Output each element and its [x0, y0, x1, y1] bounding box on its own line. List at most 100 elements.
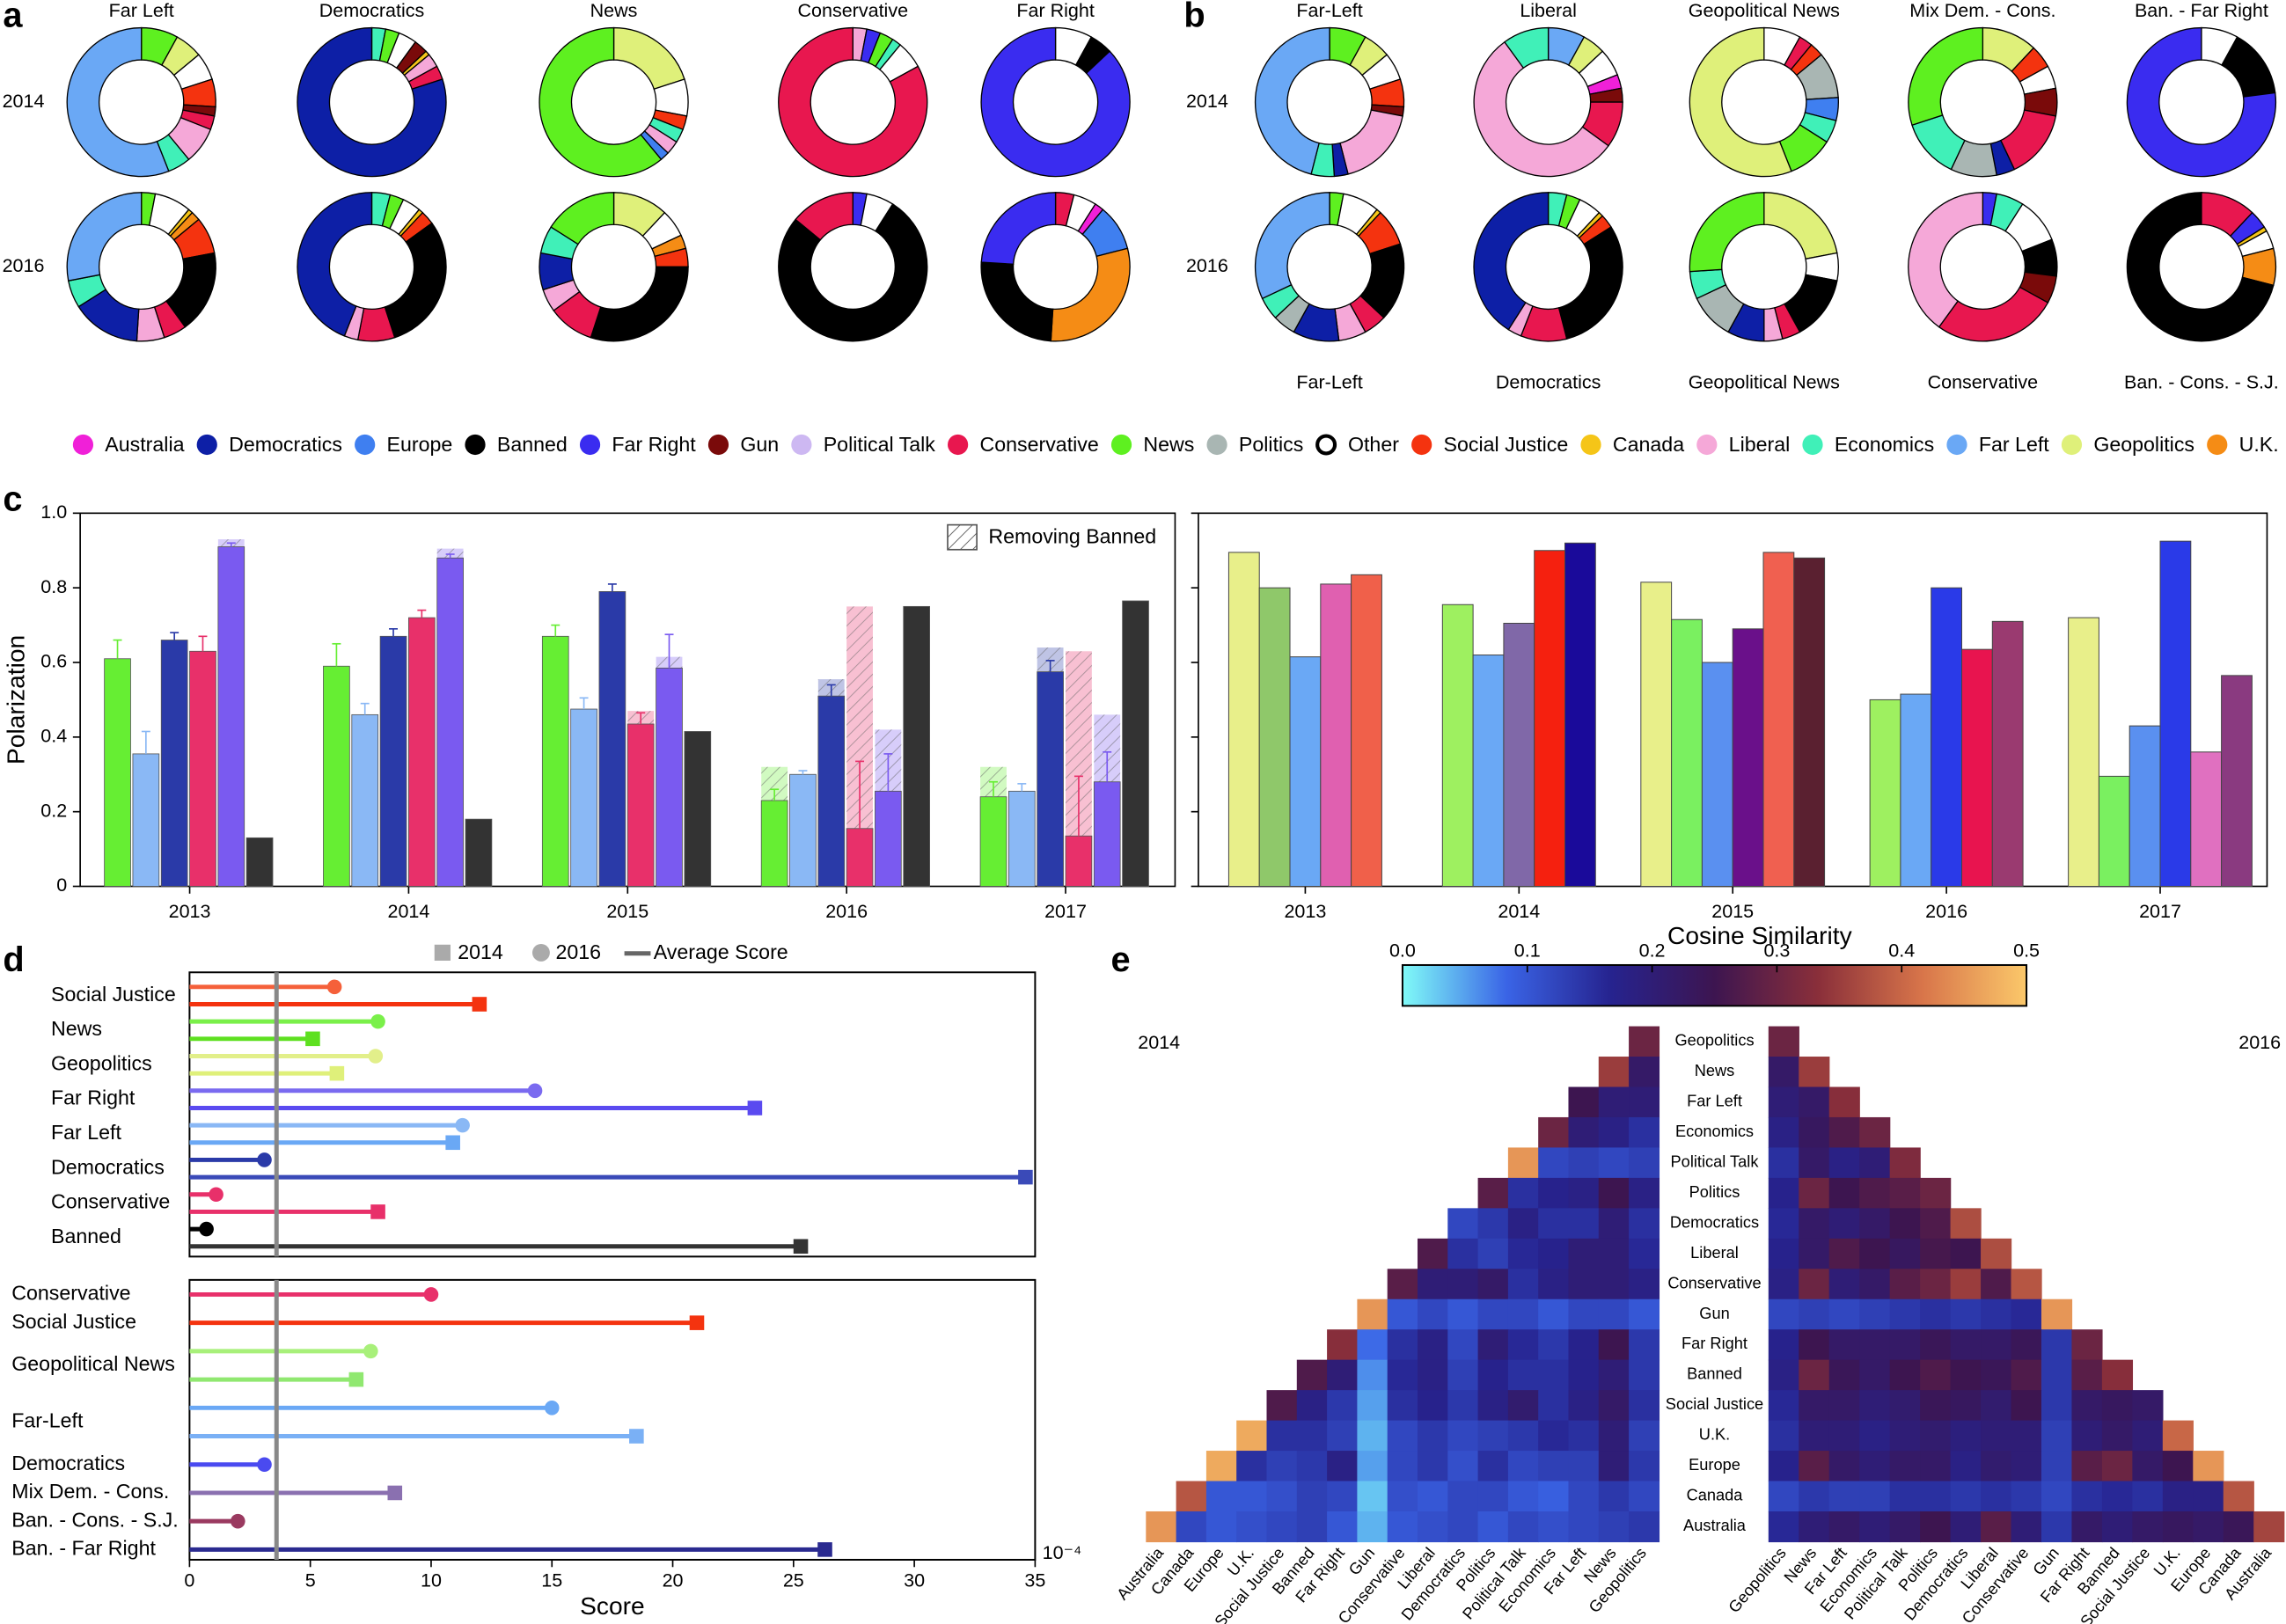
- heat-cell: [1417, 1269, 1448, 1300]
- x-tick-label: 2015: [606, 901, 648, 922]
- colorbar-tick-label: 0.4: [1888, 940, 1915, 962]
- legend-label: Other: [1348, 433, 1399, 456]
- heat-cell: [1417, 1359, 1448, 1391]
- heat-cell: [1387, 1359, 1418, 1391]
- heat-cell: [2011, 1390, 2042, 1422]
- item-label: Banned: [51, 1225, 121, 1247]
- bar: [408, 617, 436, 887]
- legend-label: Europe: [387, 433, 453, 456]
- heat-cell: [1920, 1208, 1952, 1240]
- heat-cell: [1477, 1390, 1509, 1422]
- heat-cell: [2071, 1511, 2103, 1543]
- heat-cell: [1598, 1451, 1630, 1482]
- marker-2014: [1018, 1169, 1033, 1185]
- heat-cell: [1889, 1359, 1921, 1391]
- heat-cell: [1828, 1208, 1860, 1240]
- legend-swatch: [1696, 434, 1718, 456]
- heat-cell: [1828, 1177, 1860, 1210]
- bar: [189, 650, 216, 887]
- heat-cell: [2011, 1359, 2042, 1391]
- x-tick-label: 5: [305, 1570, 316, 1591]
- heat-cell: [1538, 1298, 1570, 1330]
- donut-title: Ban. - Far Right: [2135, 0, 2268, 21]
- heat-cell: [1859, 1116, 1891, 1149]
- heat-cell: [2041, 1420, 2073, 1452]
- heat-cell: [1920, 1481, 1952, 1512]
- heat-cell: [1507, 1390, 1539, 1422]
- heat-cell: [1598, 1420, 1630, 1452]
- heat-cell: [1920, 1329, 1952, 1361]
- heat-cell: [1538, 1177, 1570, 1210]
- y-tick-label: 0.8: [40, 576, 67, 597]
- heat-cell: [1859, 1359, 1891, 1391]
- donut-segment: [795, 192, 854, 241]
- bar: [132, 753, 160, 887]
- marker-2014: [793, 1239, 809, 1255]
- heat-cell: [1568, 1329, 1600, 1361]
- heat-cell: [1799, 1269, 1830, 1300]
- heat-cell: [1920, 1511, 1952, 1543]
- item-label: Ban. - Far Right: [11, 1537, 156, 1560]
- donut-title: Geopolitical News: [1689, 0, 1840, 21]
- heat-cell: [1920, 1269, 1952, 1300]
- heat-cell: [2041, 1359, 2073, 1391]
- bar: [245, 837, 274, 887]
- heat-cell: [1859, 1420, 1891, 1452]
- donut-segment: [297, 192, 373, 337]
- row-label: Australia: [1683, 1517, 1747, 1534]
- row-label: News: [1695, 1062, 1735, 1079]
- heat-cell: [1507, 1269, 1539, 1300]
- heat-cell: [1507, 1451, 1539, 1482]
- heat-cell: [1176, 1481, 1207, 1512]
- heat-cell: [1629, 1147, 1660, 1179]
- x-tick-label: 2014: [387, 901, 429, 922]
- heat-cell: [1205, 1481, 1237, 1512]
- heat-cell: [1507, 1359, 1539, 1391]
- heat-cell: [1768, 1086, 1799, 1118]
- heat-cell: [1981, 1511, 2012, 1543]
- heat-cell: [1447, 1298, 1479, 1330]
- heat-cell: [1889, 1390, 1921, 1422]
- y-axis-label: Polarization: [2, 635, 29, 764]
- heat-cell: [1568, 1086, 1600, 1118]
- heat-cell: [1950, 1329, 1982, 1361]
- heat-cell: [1799, 1390, 1830, 1422]
- legend-swatch: [1315, 434, 1337, 456]
- bar: [1503, 622, 1535, 887]
- heat-cell: [1799, 1329, 1830, 1361]
- heat-cell: [1387, 1420, 1418, 1452]
- donut-segment: [590, 266, 689, 342]
- heat-cell: [1629, 1177, 1660, 1210]
- legend-swatch: [1580, 434, 1601, 456]
- colorbar-tick-label: 0.3: [1763, 940, 1790, 962]
- heat-cell: [1859, 1238, 1891, 1269]
- heat-cell: [2101, 1390, 2134, 1422]
- heat-cell: [1981, 1359, 2012, 1391]
- heat-cell: [1477, 1511, 1509, 1543]
- legend-swatch: [196, 434, 217, 456]
- heat-cell: [2162, 1511, 2194, 1543]
- heat-cell: [1799, 1238, 1830, 1269]
- heat-cell: [1768, 1208, 1799, 1240]
- heat-cell: [1889, 1481, 1921, 1512]
- donut-title: Mix Dem. - Cons.: [1909, 0, 2055, 21]
- donut-segment: [980, 26, 1131, 178]
- heat-cell: [1799, 1359, 1830, 1391]
- item-label: Far Left: [51, 1121, 121, 1144]
- heat-cell: [1981, 1390, 2012, 1422]
- heat-cell: [1236, 1451, 1268, 1482]
- marker-2014: [305, 1031, 320, 1047]
- donut-segment: [1473, 40, 1609, 178]
- legend-label: Political Talk: [824, 433, 936, 456]
- heat-cell: [1538, 1208, 1570, 1240]
- heat-cell: [1327, 1329, 1359, 1361]
- legend-label: Liberal: [1729, 433, 1791, 456]
- heat-cell: [1950, 1298, 1982, 1330]
- heat-cell: [2011, 1451, 2042, 1482]
- donut-segment: [1254, 192, 1330, 300]
- heat-cell: [1950, 1238, 1982, 1269]
- heat-cell: [2011, 1481, 2042, 1512]
- heat-cell: [1828, 1116, 1860, 1149]
- legend-swatch: [791, 434, 812, 456]
- bar: [1869, 699, 1901, 887]
